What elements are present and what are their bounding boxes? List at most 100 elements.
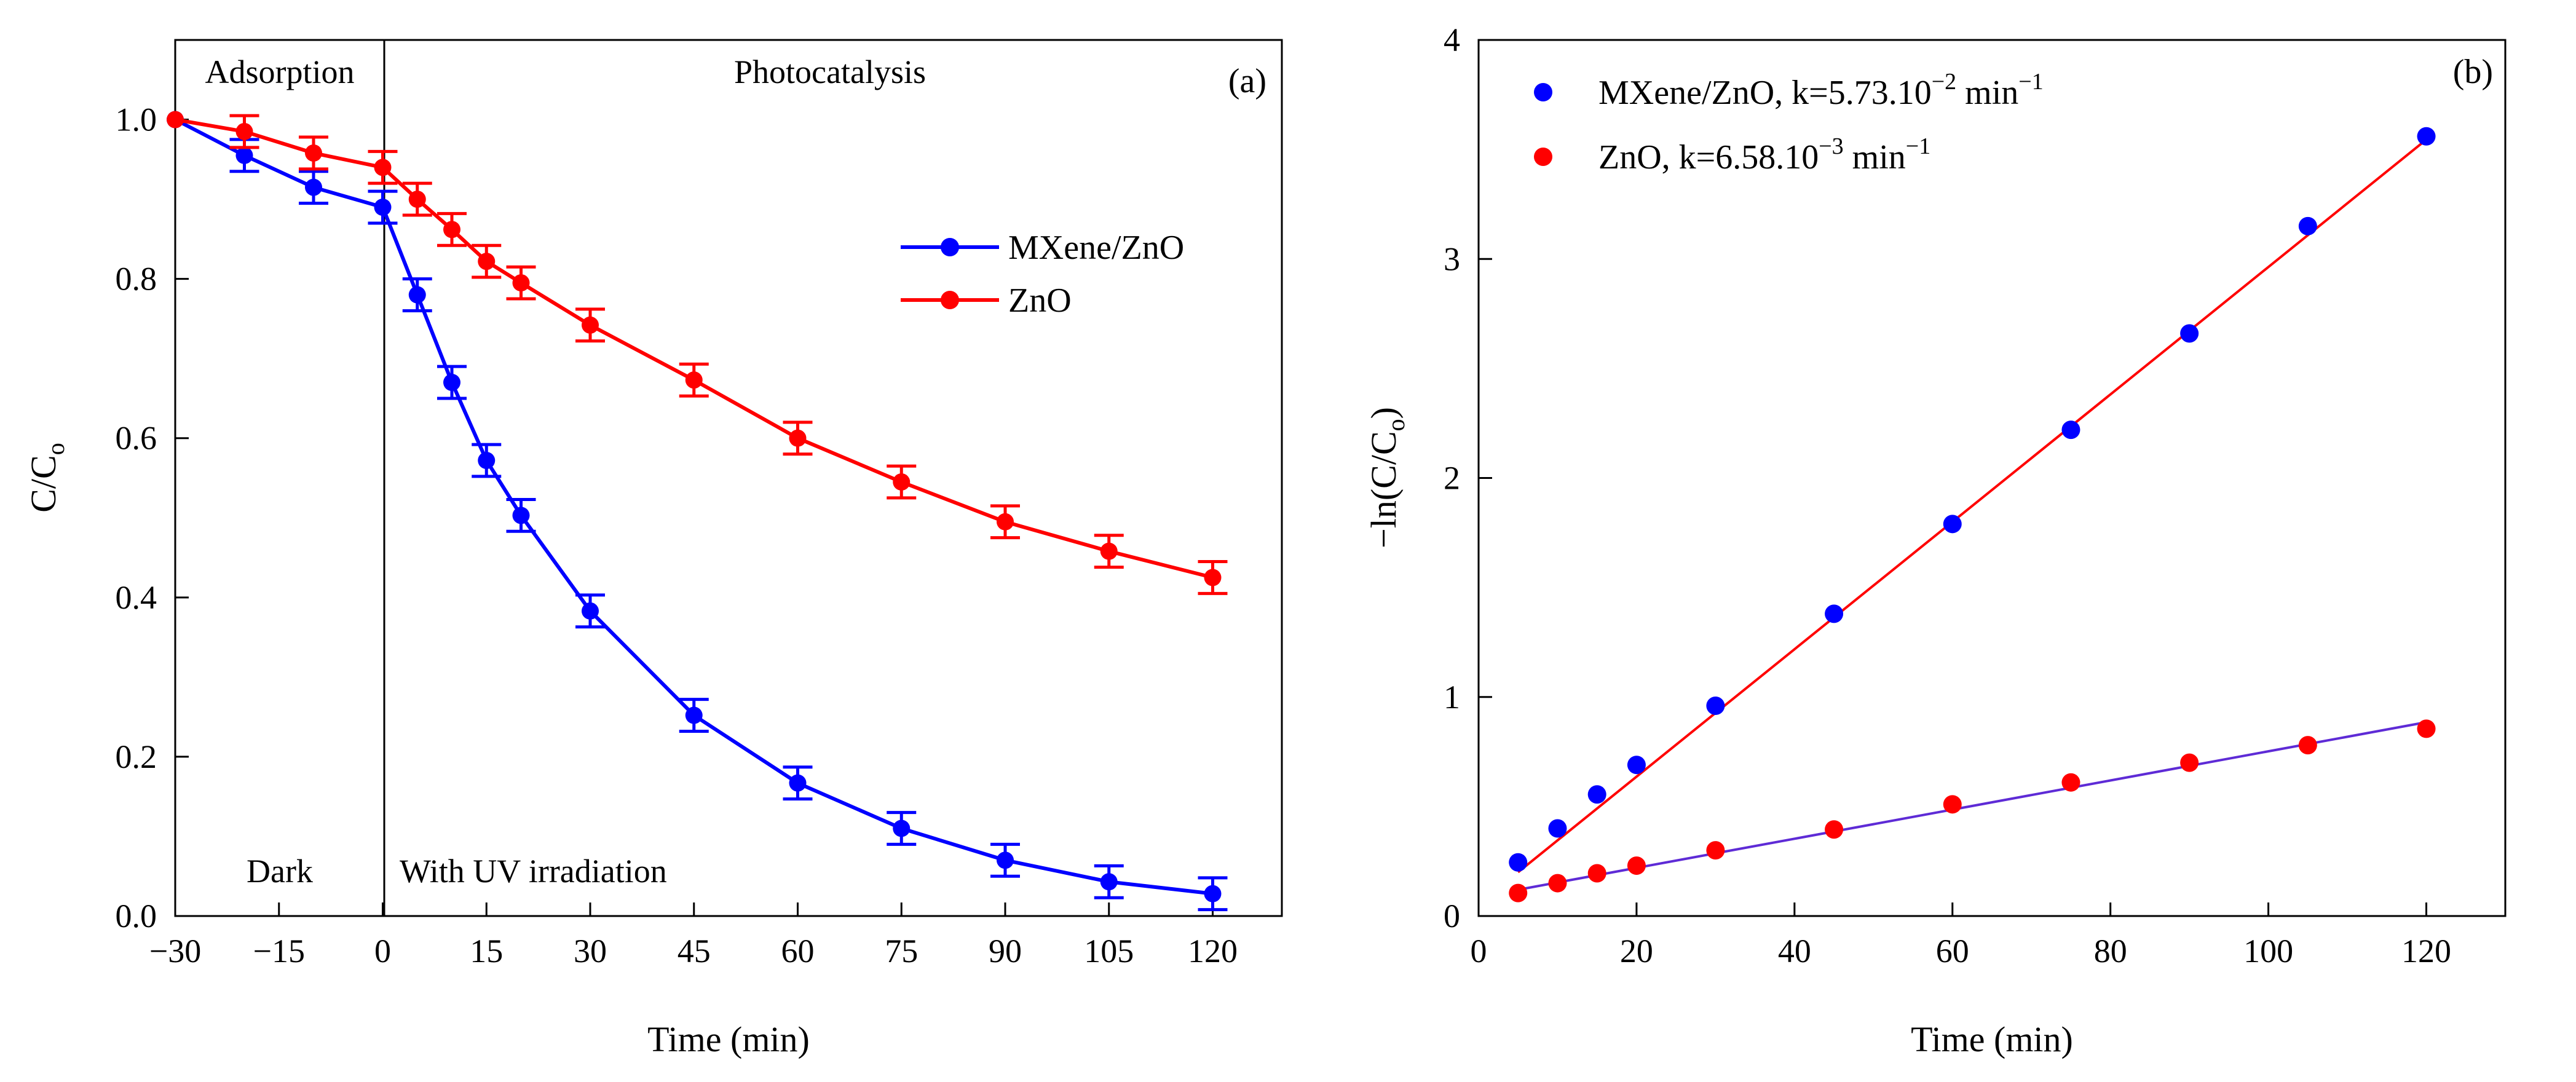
- panel-a-x-tick-label: 60: [781, 933, 815, 969]
- panel-b-series-0-point: [2417, 127, 2436, 146]
- panel-a-zno-point: [167, 111, 184, 128]
- panel-b-series-1-point: [1825, 820, 1844, 839]
- panel-b-series-0-point: [1548, 819, 1567, 838]
- panel-b-x-tick-label: 100: [2243, 933, 2293, 969]
- panel-a-mxene-zno-point: [443, 374, 460, 392]
- panel-b-y-axis-title: −ln(C/Co): [1364, 407, 1410, 548]
- panel-a-plot-frame: [174, 39, 1283, 917]
- panel-a-mxene-zno-point: [512, 507, 530, 524]
- panel-b-series-1-point: [2417, 719, 2436, 738]
- panel-b-series-1-point: [1943, 795, 1962, 814]
- panel-b-x-axis-title: Time (min): [1911, 1019, 2073, 1059]
- panel-a-mxene-zno-point: [685, 706, 703, 724]
- panel-b-series-0-point: [2298, 216, 2317, 235]
- panel-b-label: (b): [2453, 53, 2493, 91]
- panel-a-zno-point: [685, 371, 703, 389]
- panel-a-y-tick-label: 0.4: [116, 579, 157, 616]
- legend-b-zno-text: ZnO, k=6.58.10: [1598, 138, 1819, 176]
- panel-a-zno-point: [408, 191, 426, 208]
- panel-a-mxene-zno-point: [893, 819, 911, 837]
- panel-b-series: [1509, 127, 2436, 902]
- legend-b-zno-unit-exp: −1: [1906, 133, 1930, 159]
- annotation-adsorption: Adsorption: [205, 53, 355, 90]
- panel-a-y-axis-title-main: C/C: [23, 455, 63, 513]
- annotation-dark: Dark: [247, 853, 313, 890]
- panel-a-mxene-zno-point: [582, 602, 599, 620]
- panel-a-zno-point: [789, 429, 807, 447]
- panel-a-zno-line: [175, 117, 1214, 580]
- panel-a-x-tick-label: 15: [470, 933, 503, 969]
- legend-b-zno-label: ZnO, k=6.58.10−3 min−1: [1598, 133, 1930, 176]
- panel-b-legend: MXene/ZnO, k=5.73.10−2 min−1 ZnO, k=6.58…: [1534, 69, 2044, 176]
- panel-a-x-tick-label: 0: [374, 933, 391, 969]
- panel-a-y-tick-label: 1.0: [116, 101, 157, 138]
- annotation-uv-irradiation: With UV irradiation: [400, 853, 667, 890]
- panel-b-series-1-fit-line: [1517, 721, 2427, 891]
- panel-b-series-0-point: [1587, 785, 1606, 804]
- legend-a-zno: ZnO: [901, 282, 1072, 320]
- panel-b-y-axis-title-sub: o: [1382, 419, 1410, 431]
- panel-b-series-0-point: [1706, 697, 1725, 715]
- panel-b-series-0-point: [1943, 515, 1962, 534]
- legend-a-zno-label: ZnO: [1008, 282, 1072, 320]
- panel-a-x-tick-label: 45: [678, 933, 711, 969]
- panel-b-x-tick-label: 80: [2094, 933, 2127, 969]
- panel-a-x-tick-label: 90: [989, 933, 1022, 969]
- panel-a-x-ticks: −30 −15 0 15 30 45 60 75 90 105 120: [149, 902, 1238, 969]
- panel-b-y-ticks: 0 1 2 3 4: [1444, 22, 1492, 934]
- legend-a-mxene-zno-label: MXene/ZnO: [1008, 229, 1184, 267]
- panel-b-series-1-point: [1627, 856, 1646, 875]
- panel-a-zno-point: [997, 513, 1014, 531]
- panel-b-y-axis-title-end: ): [1364, 407, 1404, 419]
- panel-b-x-tick-label: 60: [1936, 933, 1969, 969]
- panel-b-series-1-point: [1587, 864, 1606, 883]
- panel-a-mxene-zno-point: [305, 178, 322, 196]
- panel-a-mxene-zno-point: [235, 146, 253, 164]
- panel-b-x-tick-label: 0: [1471, 933, 1487, 969]
- panel-a-y-axis-title-sub: o: [42, 443, 69, 455]
- panel-a-zno-point: [512, 274, 530, 292]
- panel-b-y-tick-label: 4: [1444, 22, 1460, 58]
- panel-a-y-tick-label: 0.6: [116, 420, 157, 457]
- panel-a-zno-point: [305, 144, 322, 162]
- panel-b-x-tick-label: 120: [2401, 933, 2451, 969]
- panel-b-x-ticks: 0 20 40 60 80 100 120: [1471, 902, 2451, 969]
- legend-b-mxene-zno-unit: min: [1956, 74, 2018, 112]
- panel-a-y-tick-label: 0.2: [116, 738, 157, 775]
- panel-a-x-tick-label: 120: [1188, 933, 1238, 969]
- panel-a: −30 −15 0 15 30 45 60 75 90 105 120 0.0 0.2 0.4 0.6 0.…: [23, 39, 1283, 1059]
- legend-b-mxene-zno-text: MXene/ZnO, k=5.73.10: [1598, 74, 1932, 112]
- annotation-photocatalysis: Photocatalysis: [734, 53, 926, 90]
- panel-a-legend: MXene/ZnO ZnO: [901, 229, 1184, 320]
- legend-b-zno-exp: −3: [1819, 133, 1843, 159]
- legend-b-zno: ZnO, k=6.58.10−3 min−1: [1534, 133, 1930, 176]
- panel-a-y-tick-label: 0.8: [116, 261, 157, 298]
- panel-b-y-axis-title-main: −ln(C/C: [1364, 431, 1404, 548]
- panel-b-y-tick-label: 1: [1444, 679, 1460, 716]
- panel-a-x-tick-label: −30: [149, 933, 201, 969]
- legend-b-mxene-zno-exp: −2: [1932, 69, 1956, 95]
- panel-a-mxene-zno-point: [1204, 885, 1222, 902]
- panel-a-x-tick-label: 30: [574, 933, 607, 969]
- panel-a-zno-point: [893, 473, 911, 491]
- panel-b-series-0-point: [1509, 853, 1528, 872]
- legend-b-mxene-zno-label: MXene/ZnO, k=5.73.10−2 min−1: [1598, 69, 2044, 112]
- panel-a-y-axis-title: C/Co: [23, 443, 69, 513]
- panel-b-series-1-point: [1706, 841, 1725, 860]
- panel-a-zno-point: [478, 253, 496, 270]
- panel-b-y-tick-label: 0: [1444, 898, 1460, 934]
- panel-a-zno-point: [235, 122, 253, 140]
- panel-b-x-tick-label: 20: [1620, 933, 1653, 969]
- panel-b-series-0-point: [1825, 604, 1844, 623]
- panel-a-x-tick-label: 75: [885, 933, 918, 969]
- panel-a-series: [167, 111, 1228, 912]
- panel-a-mxene-zno-point: [1100, 873, 1118, 891]
- legend-b-mxene-zno: MXene/ZnO, k=5.73.10−2 min−1: [1534, 69, 2044, 112]
- panel-b-series-1-point: [2061, 773, 2080, 792]
- panel-a-mxene-zno-point: [408, 286, 426, 304]
- panel-a-x-tick-label: −15: [253, 933, 305, 969]
- panel-a-y-tick-label: 0.0: [116, 898, 157, 934]
- panel-b-series-0-point: [1627, 756, 1646, 775]
- panel-a-x-tick-label: 105: [1084, 933, 1134, 969]
